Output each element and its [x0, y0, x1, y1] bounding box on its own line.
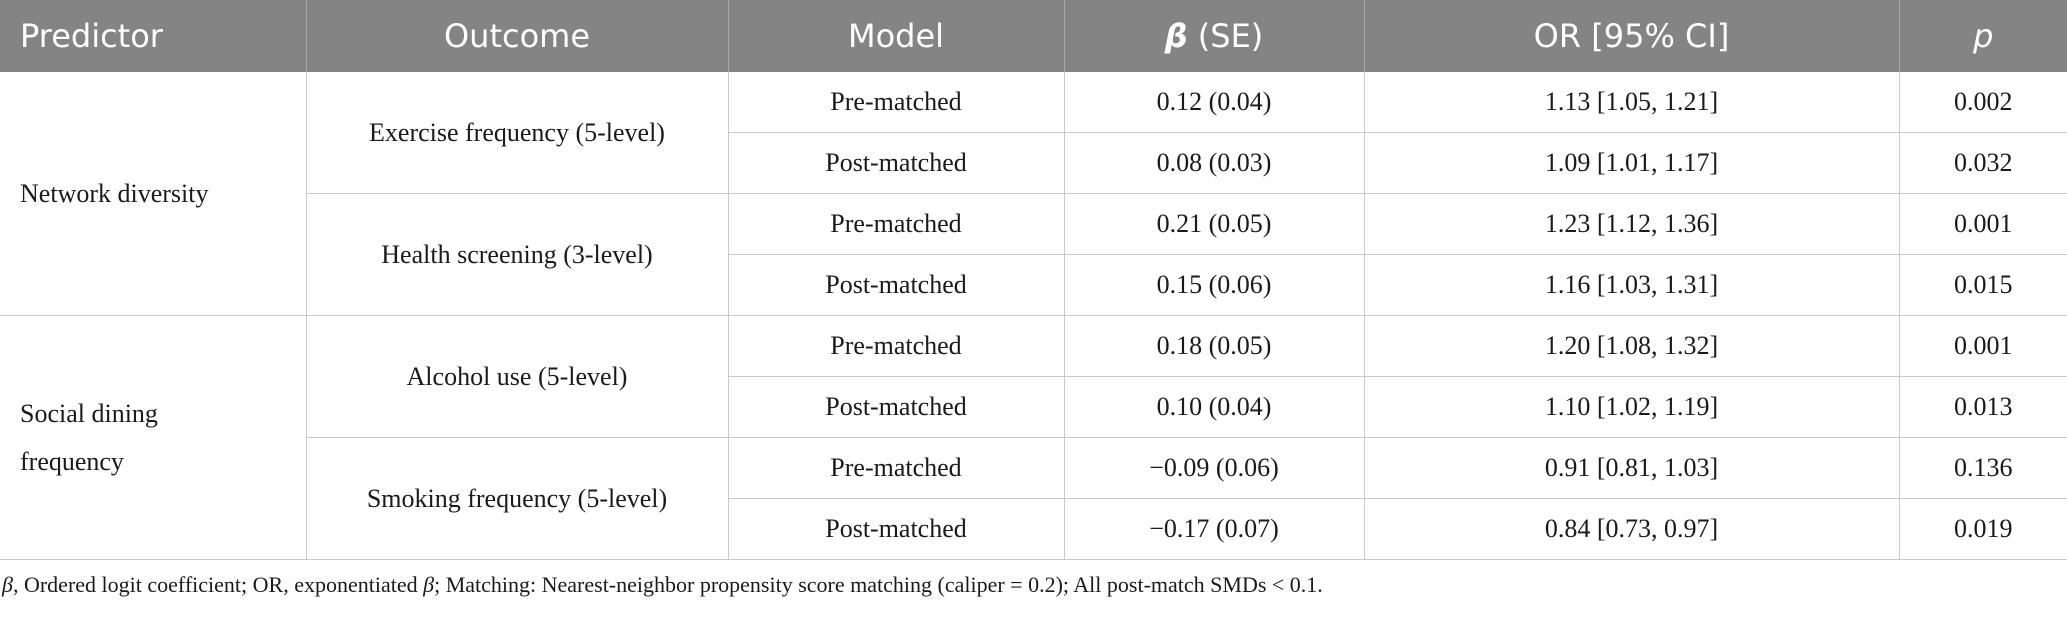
- p-cell: 0.032: [1898, 132, 2067, 194]
- header-or-ci: OR [95% CI]: [1363, 0, 1899, 72]
- outcome-cell: Exercise frequency (5-level): [305, 72, 728, 194]
- p-cell: 0.002: [1898, 72, 2067, 133]
- outcome-cell: Alcohol use (5-level): [305, 315, 728, 438]
- table-row: Social dining frequency Alcohol use (5-l…: [0, 315, 2067, 560]
- beta-cell: 0.21 (0.05): [1063, 193, 1364, 255]
- table-row: Post-matched 0.10 (0.04) 1.10 [1.02, 1.1…: [0, 376, 2067, 438]
- header-predictor: Predictor: [0, 0, 306, 72]
- table-header: Predictor Outcome Model β (SE) OR [95% C…: [0, 0, 2067, 72]
- beta-cell: 0.08 (0.03): [1063, 132, 1364, 194]
- model-cell: Post-matched: [727, 498, 1064, 560]
- predictor-cell: Network diversity: [0, 72, 306, 316]
- or-cell: 1.23 [1.12, 1.36]: [1363, 193, 1899, 255]
- p-cell: 0.015: [1898, 254, 2067, 316]
- table-row: Smoking frequency (5-level) Pre-matched …: [0, 437, 2067, 560]
- p-cell: 0.136: [1898, 437, 2067, 499]
- header-beta-se: β (SE): [1063, 0, 1364, 72]
- beta-cell: 0.10 (0.04): [1063, 376, 1364, 438]
- footnote-beta-symbol: β: [423, 572, 435, 597]
- predictor-label: Social dining frequency: [20, 398, 158, 476]
- p-cell: 0.001: [1898, 193, 2067, 255]
- model-cell: Post-matched: [727, 376, 1064, 438]
- outcome-cell: Health screening (3-level): [305, 193, 728, 316]
- or-cell: 1.16 [1.03, 1.31]: [1363, 254, 1899, 316]
- header-p-value: p: [1898, 0, 2067, 72]
- predictor-cell: Social dining frequency: [0, 315, 306, 560]
- footnote-text: , Ordered logit coefficient; OR, exponen…: [12, 572, 424, 597]
- table-row: Health screening (3-level) Pre-matched 0…: [0, 193, 2067, 316]
- model-cell: Pre-matched: [727, 193, 1064, 255]
- p-cell: 0.019: [1898, 498, 2067, 560]
- beta-cell: 0.15 (0.06): [1063, 254, 1364, 316]
- beta-cell: 0.12 (0.04): [1063, 72, 1364, 133]
- model-cell: Post-matched: [727, 254, 1064, 316]
- table-row: Network diversity Exercise frequency (5-…: [0, 72, 2067, 316]
- model-cell: Pre-matched: [727, 72, 1064, 133]
- or-cell: 1.20 [1.08, 1.32]: [1363, 315, 1899, 377]
- or-cell: 1.09 [1.01, 1.17]: [1363, 132, 1899, 194]
- model-cell: Pre-matched: [727, 437, 1064, 499]
- or-cell: 0.91 [0.81, 1.03]: [1363, 437, 1899, 499]
- header-model: Model: [727, 0, 1064, 72]
- footnote-beta-symbol: β: [2, 572, 13, 597]
- table-body: Network diversity Exercise frequency (5-…: [0, 72, 2067, 560]
- beta-cell: −0.09 (0.06): [1063, 437, 1364, 499]
- table-footnote: β, Ordered logit coefficient; OR, expone…: [0, 572, 2067, 598]
- p-cell: 0.013: [1898, 376, 2067, 438]
- outcome-cell: Smoking frequency (5-level): [305, 437, 728, 560]
- p-symbol: p: [1973, 17, 1994, 55]
- beta-symbol: β: [1164, 17, 1188, 55]
- beta-cell: 0.18 (0.05): [1063, 315, 1364, 377]
- or-cell: 1.13 [1.05, 1.21]: [1363, 72, 1899, 133]
- results-table: Predictor Outcome Model β (SE) OR [95% C…: [0, 0, 2067, 560]
- table-row: Post-matched 0.08 (0.03) 1.09 [1.01, 1.1…: [0, 132, 2067, 194]
- results-table-container: Predictor Outcome Model β (SE) OR [95% C…: [0, 0, 2067, 598]
- beta-cell: −0.17 (0.07): [1063, 498, 1364, 560]
- p-cell: 0.001: [1898, 315, 2067, 377]
- table-row: Post-matched −0.17 (0.07) 0.84 [0.73, 0.…: [0, 498, 2067, 560]
- footnote-text: ; Matching: Nearest-neighbor propensity …: [434, 572, 1323, 597]
- model-cell: Pre-matched: [727, 315, 1064, 377]
- or-cell: 1.10 [1.02, 1.19]: [1363, 376, 1899, 438]
- header-beta-se-label: (SE): [1187, 17, 1264, 55]
- header-outcome: Outcome: [305, 0, 728, 72]
- table-row: Post-matched 0.15 (0.06) 1.16 [1.03, 1.3…: [0, 254, 2067, 316]
- or-cell: 0.84 [0.73, 0.97]: [1363, 498, 1899, 560]
- model-cell: Post-matched: [727, 132, 1064, 194]
